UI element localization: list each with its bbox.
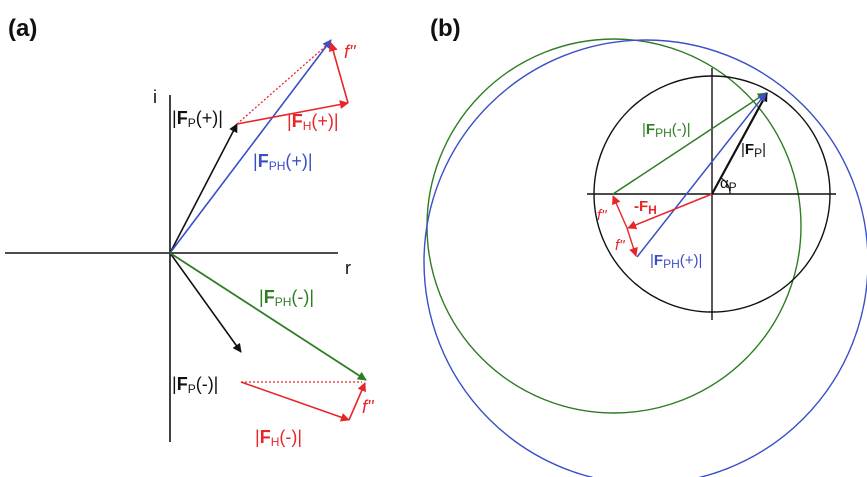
fph-minus-vector: [169, 252, 367, 381]
f1-label: f": [597, 207, 607, 224]
fpp-top-label: f": [344, 42, 357, 62]
fh-minus-label: |FH(-)|: [255, 427, 302, 449]
fph-plus-label: |FPH(+)|: [253, 151, 313, 173]
fh-plus-vector: [236, 100, 349, 125]
fh-plus-dotted-line: [236, 43, 329, 125]
neg-fh-label: -FH: [634, 198, 657, 217]
fph-plus-vector-b: [636, 92, 767, 258]
f2-label: f": [615, 237, 625, 254]
fph-plus-circle: [423, 39, 867, 477]
fph-plus-label-b: |FPH(+)|: [650, 252, 702, 271]
fph-plus-vector: [169, 39, 332, 254]
fph-minus-label: |FPH(-)|: [259, 287, 314, 309]
panel-a: (a) i r |FP(+)| |FH(+)| |FPH(+)| |FPH(-)…: [5, 15, 375, 449]
fph-minus-circle: [426, 38, 802, 414]
fp-minus-vector: [169, 252, 242, 353]
fp-label-b: |FP|: [741, 141, 766, 160]
alpha-label: αP: [720, 175, 737, 194]
panel-b: (b) |FPH(-)| |FP| αP -FH f" f" |FPH(+)|: [423, 15, 867, 477]
fp-plus-label: |FP(+)|: [172, 108, 223, 130]
fh-minus-vector: [240, 381, 350, 422]
fp-plus-vector: [169, 123, 238, 254]
fh-plus-label: |FH(+)|: [287, 111, 339, 133]
axis-i-label: i: [153, 87, 157, 107]
panel-b-label: (b): [430, 15, 461, 42]
axis-r-label: r: [345, 258, 351, 278]
fpp-top-vector: [328, 42, 349, 104]
fp-minus-label: |FP(-)|: [172, 374, 218, 396]
fp-vector: [711, 92, 768, 195]
panel-a-label: (a): [8, 15, 37, 42]
alpha-arc: [720, 177, 731, 195]
fph-minus-vector-b: [612, 92, 767, 195]
fph-minus-label-b: |FPH(-)|: [642, 121, 691, 140]
fpp-bottom-vector: [348, 382, 366, 421]
neg-fh-vector: [627, 193, 713, 230]
fpp-bottom-label: f": [362, 397, 375, 417]
f2-vector: [626, 227, 638, 257]
f1-vector: [612, 195, 628, 229]
